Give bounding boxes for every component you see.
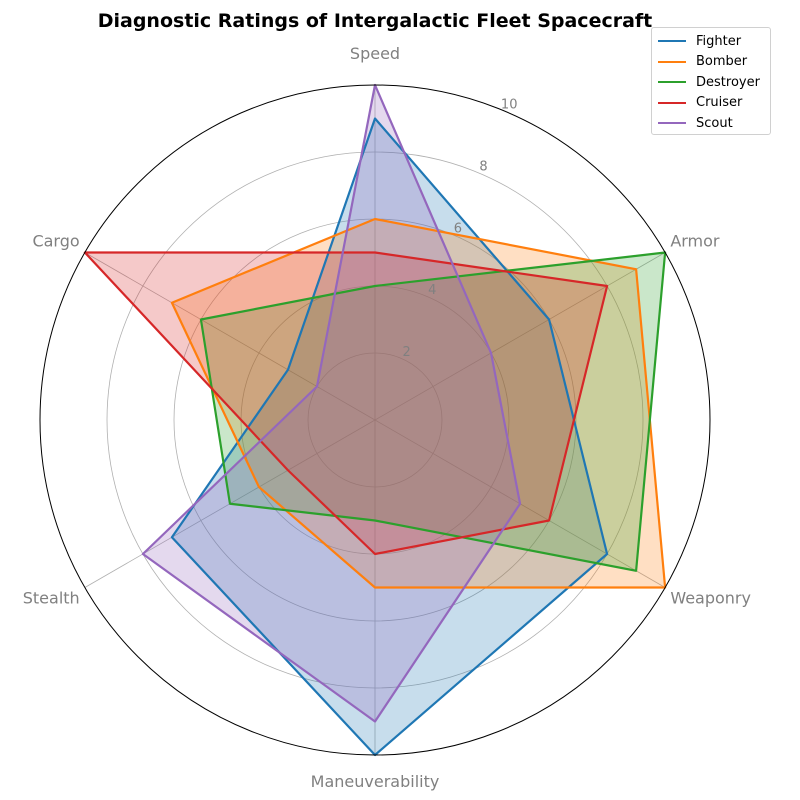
series-line-bomber: [170, 217, 667, 589]
axis-label-maneuverability: Maneuverability: [311, 772, 440, 791]
legend-swatch: [658, 122, 686, 125]
r-tick-label: 10: [501, 98, 518, 113]
axis-label-weaponry: Weaponry: [670, 589, 751, 608]
legend-label: Fighter: [696, 33, 742, 49]
series-line-scout: [141, 83, 522, 723]
axis-label-armor: Armor: [670, 232, 720, 251]
legend-swatch: [658, 101, 686, 104]
r-tick-label: 8: [479, 159, 487, 174]
legend: Fighter Bomber Destroyer Cruiser Scout: [651, 27, 771, 135]
legend-label: Destroyer: [696, 74, 760, 90]
series-area-destroyer: [200, 252, 666, 571]
grid-spoke: [84, 252, 376, 421]
grid-spoke: [374, 252, 666, 421]
axis-label-stealth: Stealth: [23, 589, 80, 608]
legend-label: Bomber: [696, 54, 748, 70]
series-area-scout: [142, 85, 521, 722]
r-tick-label: 2: [402, 345, 410, 360]
series-area-cruiser: [84, 252, 608, 554]
axis-label-cargo: Cargo: [32, 232, 79, 251]
legend-swatch: [658, 81, 686, 84]
chart-title: Diagnostic Ratings of Intergalactic Flee…: [97, 10, 653, 32]
legend-item-scout: Scout: [658, 113, 764, 134]
axis-label-speed: Speed: [350, 44, 400, 63]
legend-item-bomber: Bomber: [658, 52, 764, 73]
legend-item-destroyer: Destroyer: [658, 72, 764, 93]
r-tick-label: 4: [428, 283, 436, 298]
legend-swatch: [658, 40, 686, 43]
legend-label: Cruiser: [696, 95, 743, 111]
legend-item-fighter: Fighter: [658, 31, 764, 52]
series-area-fighter: [171, 118, 608, 755]
legend-swatch: [658, 60, 686, 63]
legend-label: Scout: [696, 115, 733, 131]
r-tick-label: 6: [454, 221, 462, 236]
legend-item-cruiser: Cruiser: [658, 93, 764, 114]
polar-frame: [39, 84, 711, 756]
